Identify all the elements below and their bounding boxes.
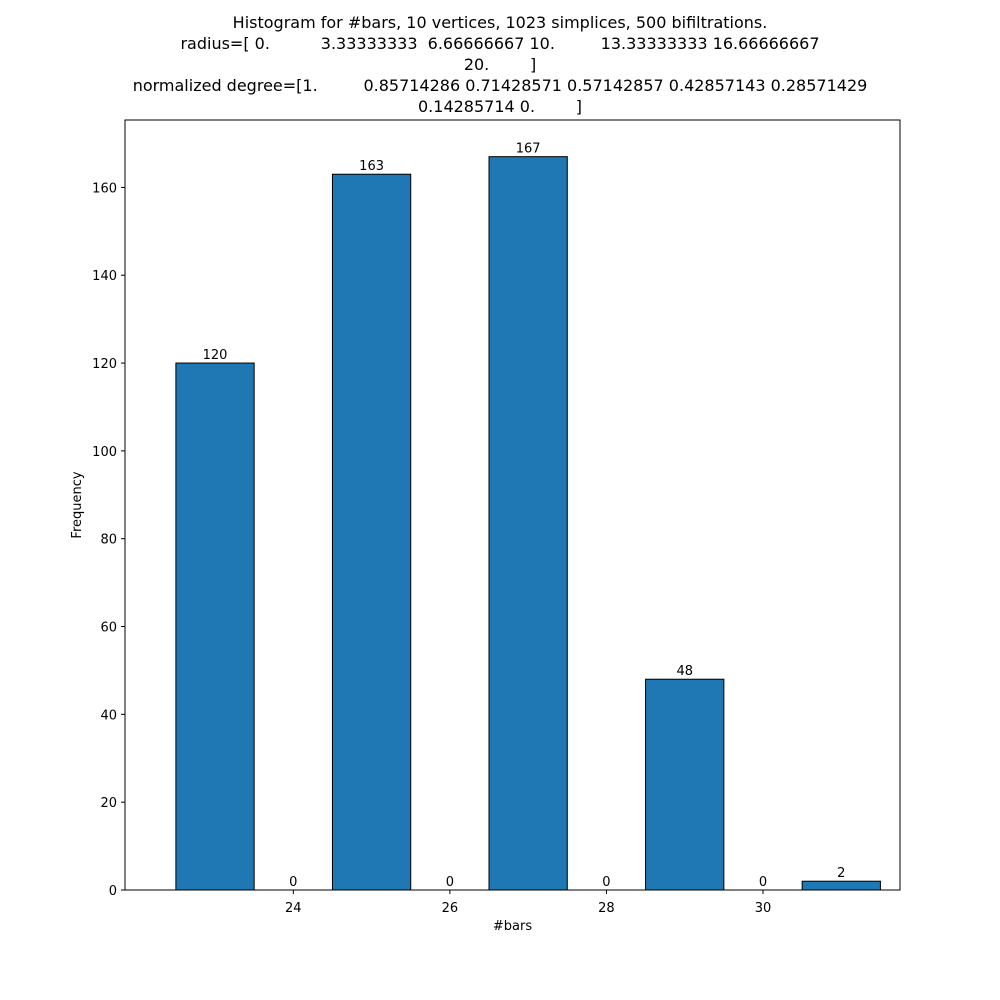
chart-title-line-2: radius=[ 0. 3.33333333 6.66666667 10. 13…: [180, 34, 820, 53]
bar-label-24: 0: [289, 875, 297, 890]
bars-group: [175, 156, 881, 891]
y-tick-label-60: 60: [100, 621, 117, 636]
x-tick-label-24: 24: [285, 901, 302, 916]
bar-27: [488, 156, 568, 891]
x-tick-label-26: 26: [442, 901, 459, 916]
y-axis-label: Frequency: [70, 471, 85, 538]
bar-label-29: 48: [676, 664, 693, 679]
x-axis-ticks: 24 26 28 30: [285, 890, 771, 916]
bar-label-26: 0: [446, 875, 454, 890]
bar-label-23: 120: [203, 348, 228, 363]
bar-25: [331, 173, 412, 891]
y-tick-label-100: 100: [92, 445, 117, 460]
chart-title: Histogram for #bars, 10 vertices, 1023 s…: [0, 12, 1000, 117]
bar-31: [801, 880, 881, 891]
x-tick-label-28: 28: [598, 901, 615, 916]
chart-title-line-5: 0.14285714 0. ]: [418, 97, 582, 116]
bar-label-27: 167: [516, 142, 541, 157]
bar-label-31: 2: [837, 866, 845, 881]
x-axis-label: #bars: [493, 919, 532, 934]
chart-title-line-3: 20. ]: [463, 55, 537, 74]
x-tick-label-30: 30: [755, 901, 772, 916]
plot-frame: [124, 119, 901, 891]
bar-labels-group: 120 0 163 0 167 0 48 0 2: [203, 142, 846, 890]
bar-label-30: 0: [759, 875, 767, 890]
y-tick-label-140: 140: [92, 269, 117, 284]
bar-label-28: 0: [602, 875, 610, 890]
y-tick-label-0: 0: [109, 884, 117, 899]
y-tick-label-40: 40: [100, 708, 117, 723]
y-tick-label-20: 20: [100, 796, 117, 811]
y-axis-ticks: 0 20 40 60 80 100 120 140 160: [92, 181, 125, 899]
bar-label-25: 163: [359, 159, 384, 174]
y-tick-label-160: 160: [92, 181, 117, 196]
y-tick-label-80: 80: [100, 533, 117, 548]
chart-title-line-4: normalized degree=[1. 0.85714286 0.71428…: [132, 76, 868, 95]
y-tick-label-120: 120: [92, 357, 117, 372]
bar-23: [175, 362, 255, 891]
bar-29: [645, 678, 725, 891]
chart-title-line-1: Histogram for #bars, 10 vertices, 1023 s…: [232, 13, 768, 32]
